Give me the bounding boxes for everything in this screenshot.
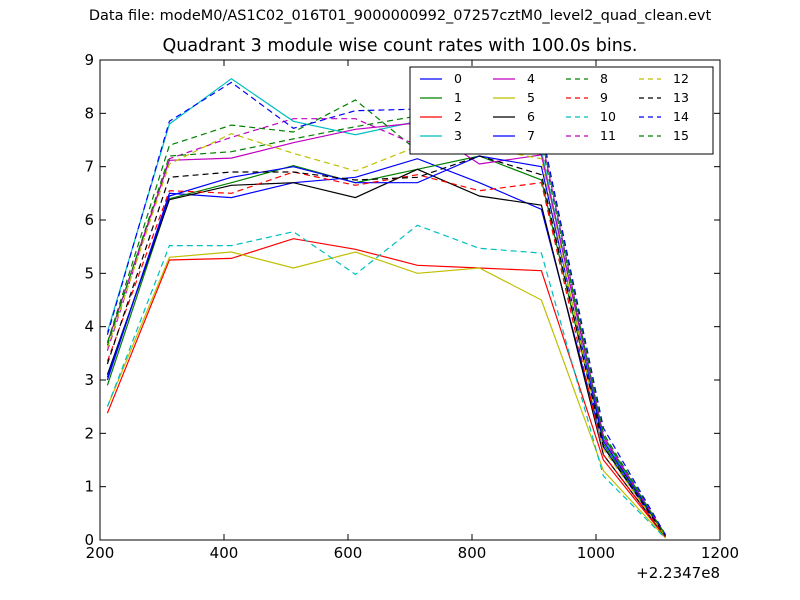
y-tick-label: 3 — [84, 371, 94, 389]
chart-title: Quadrant 3 module wise count rates with … — [162, 36, 638, 56]
figure-suptitle: Data file: modeM0/AS1C02_016T01_90000009… — [88, 8, 712, 24]
series-line-1 — [106, 155, 666, 537]
series-line-0 — [106, 158, 666, 538]
y-tick-label: 1 — [84, 478, 94, 496]
legend-box — [409, 66, 714, 155]
y-tick-label: 5 — [84, 264, 94, 282]
x-tick-label: 200 — [86, 544, 115, 562]
y-tick-label: 9 — [84, 51, 94, 69]
y-tick-label: 0 — [84, 531, 94, 549]
legend-label-7: 7 — [527, 128, 535, 143]
series-lines — [106, 77, 666, 539]
series-line-5 — [106, 251, 666, 539]
y-tick-label: 6 — [84, 211, 94, 229]
x-tick-label: 400 — [210, 544, 239, 562]
legend-label-3: 3 — [454, 128, 462, 143]
legend-label-14: 14 — [673, 109, 689, 124]
legend-label-6: 6 — [527, 109, 535, 124]
y-tick-label: 7 — [84, 158, 94, 176]
x-offset-label: +2.2347e8 — [636, 564, 720, 582]
legend-label-9: 9 — [600, 90, 608, 105]
y-tick-label: 8 — [84, 104, 94, 122]
series-line-2 — [106, 238, 666, 538]
legend-label-12: 12 — [673, 71, 689, 86]
legend-label-15: 15 — [673, 128, 689, 143]
x-tick-label: 1200 — [701, 544, 739, 562]
legend-label-13: 13 — [673, 90, 689, 105]
series-line-8 — [106, 99, 666, 536]
series-line-15 — [106, 115, 666, 536]
legend-label-10: 10 — [600, 109, 616, 124]
series-line-13 — [106, 155, 666, 537]
legend-label-1: 1 — [454, 90, 462, 105]
legend-label-4: 4 — [527, 71, 535, 86]
legend-label-0: 0 — [454, 71, 462, 86]
plot-frame — [99, 59, 721, 541]
legend-label-11: 11 — [600, 128, 616, 143]
x-tick-label: 800 — [458, 544, 487, 562]
y-tick-label: 4 — [84, 318, 94, 336]
legend-label-2: 2 — [454, 109, 462, 124]
x-tick-label: 1000 — [577, 544, 615, 562]
y-tick-label: 2 — [84, 424, 94, 442]
x-tick-label: 600 — [334, 544, 363, 562]
legend-label-5: 5 — [527, 90, 535, 105]
legend-label-8: 8 — [600, 71, 608, 86]
series-line-12 — [106, 132, 666, 537]
series-line-9 — [106, 171, 666, 538]
series-line-11 — [106, 118, 666, 536]
series-line-10 — [106, 224, 666, 539]
